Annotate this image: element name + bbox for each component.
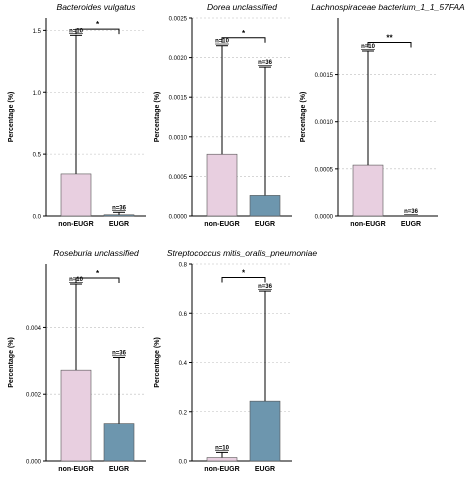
significance-marker: * (96, 20, 100, 29)
x-tick-label: EUGR (401, 221, 421, 228)
significance-bracket (367, 42, 412, 48)
n-label: n=36 (112, 350, 127, 356)
significance-bracket (221, 277, 266, 283)
y-tick-label: 0.5 (33, 153, 42, 159)
y-axis-label: Percentage (%) (8, 337, 15, 388)
significance-bracket (75, 277, 120, 284)
y-tick-label: 1.5 (33, 29, 42, 35)
significance-marker: * (242, 29, 246, 38)
y-tick-label: 0.000 (26, 460, 42, 466)
x-tick-label: EUGR (109, 466, 129, 473)
n-label: n=36 (258, 284, 273, 290)
chart-panel-5: Streptococcus mitis_oralis_pneumoniae 0.0… (154, 248, 317, 473)
x-tick-label: EUGR (109, 221, 129, 228)
bar-eugr (249, 195, 281, 217)
significance-marker: * (96, 269, 100, 278)
y-tick-label: 0.002 (26, 393, 42, 399)
y-tick-label: 0.0005 (169, 175, 188, 181)
y-axis-label: Percentage (%) (154, 92, 161, 143)
chart-panel-1: Bacteroides vulgatus 0.0 0.5 1.0 1.5 Percenta… (8, 2, 146, 228)
y-axis-label: Percentage (%) (8, 92, 15, 143)
y-tick-label: 0.0 (33, 215, 42, 221)
y-tick-label: 0.0015 (315, 73, 334, 79)
x-tick-label: EUGR (255, 466, 275, 473)
chart-title: Streptococcus mitis_oralis_pneumoniae (167, 248, 318, 258)
y-tick-label: 0.0025 (169, 17, 188, 23)
bar-non-eugr (60, 369, 92, 462)
x-tick-label: non-EUGR (350, 221, 385, 228)
y-tick-label: 0.8 (179, 263, 188, 269)
y-tick-label: 0.0020 (169, 56, 188, 62)
significance-marker: ** (386, 34, 393, 43)
bar-eugr (249, 400, 281, 462)
chart-title: Dorea unclassified (207, 2, 277, 12)
bar-non-eugr (206, 153, 238, 217)
y-tick-label: 0.0005 (315, 167, 334, 173)
y-tick-label: 0.0010 (315, 120, 334, 126)
chart-panel-4: Roseburia unclassified 0.000 0.002 0.004 Per… (8, 248, 146, 473)
y-tick-label: 0.0000 (169, 215, 188, 221)
bar-non-eugr (352, 164, 384, 217)
n-label: n=36 (404, 209, 419, 215)
y-tick-label: 0.6 (179, 312, 188, 318)
y-tick-label: 0.0010 (169, 135, 188, 141)
significance-bracket (75, 28, 120, 35)
chart-title: Roseburia unclassified (53, 248, 139, 258)
y-tick-label: 0.4 (179, 361, 188, 367)
n-label: n=36 (112, 205, 127, 211)
chart-panel-3: Lachnospiraceae bacterium_1_1_57FAA 0.000… (300, 2, 465, 228)
y-tick-label: 0.0000 (315, 215, 334, 221)
bar-eugr (103, 423, 135, 462)
bar-eugr (103, 214, 135, 217)
y-axis-label: Percentage (%) (154, 337, 161, 388)
y-axis-label: Percentage (%) (300, 92, 307, 143)
y-tick-label: 1.0 (33, 91, 42, 97)
chart-panel-2: Dorea unclassified 0.0000 0.0005 0.0010 0.00… (154, 2, 292, 228)
bar-non-eugr (206, 457, 238, 462)
significance-marker: * (242, 269, 246, 278)
x-tick-label: non-EUGR (58, 221, 93, 228)
n-label: n=36 (258, 60, 273, 66)
n-label: n=10 (215, 445, 230, 451)
y-tick-label: 0.004 (26, 326, 42, 332)
y-tick-label: 0.2 (179, 410, 188, 416)
y-tick-label: 0.0015 (169, 96, 188, 102)
chart-title: Bacteroides vulgatus (57, 2, 137, 12)
bar-non-eugr (60, 173, 92, 217)
x-tick-label: non-EUGR (204, 221, 239, 228)
significance-bracket (221, 37, 266, 43)
x-tick-label: non-EUGR (204, 466, 239, 473)
y-tick-label: 0.0 (179, 460, 188, 466)
x-tick-label: non-EUGR (58, 466, 93, 473)
x-tick-label: EUGR (255, 221, 275, 228)
chart-title: Lachnospiraceae bacterium_1_1_57FAA (311, 2, 465, 12)
